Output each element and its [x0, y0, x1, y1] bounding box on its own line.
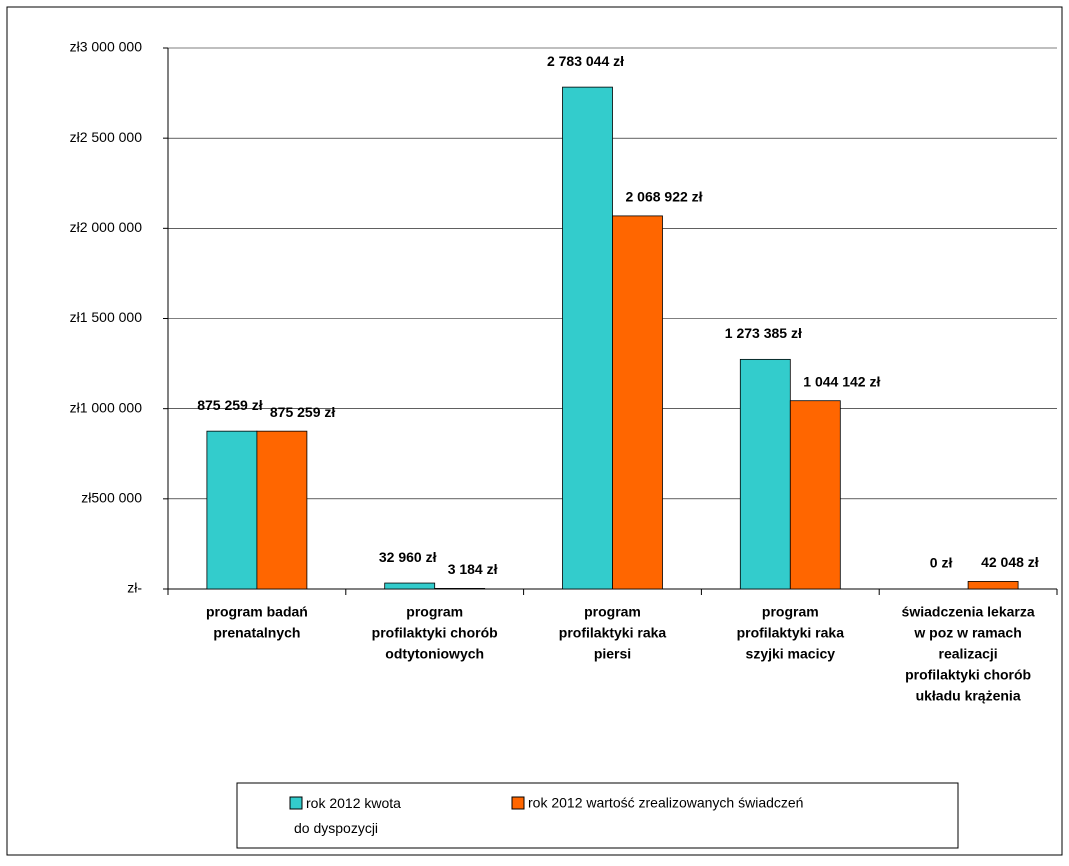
value-label: 2 068 922 zł: [626, 189, 703, 205]
value-label: 875 259 zł: [197, 397, 262, 413]
x-tick-label: odtytoniowych: [385, 646, 484, 662]
y-tick-label: zł-: [127, 580, 142, 596]
x-tick-label: w poz w ramach: [913, 625, 1021, 641]
bar: [967, 581, 1019, 590]
bar: [789, 400, 841, 590]
bar: [739, 358, 791, 590]
y-tick-label: zł2 000 000: [70, 219, 143, 235]
bar: [384, 582, 436, 590]
x-tick-label: realizacji: [939, 646, 998, 662]
legend-swatch: [511, 796, 525, 810]
x-tick-label: piersi: [594, 646, 631, 662]
legend-label: rok 2012 wartość zrealizowanych świadcze…: [528, 795, 803, 811]
y-tick-label: zł1 500 000: [70, 309, 143, 325]
value-label: 875 259 zł: [270, 404, 335, 420]
value-label: 42 048 zł: [981, 554, 1039, 570]
y-tick-label: zł1 000 000: [70, 399, 143, 415]
x-tick-label: prenatalnych: [213, 625, 300, 641]
value-label: 2 783 044 zł: [547, 53, 624, 69]
x-tick-label: profilaktyki chorób: [372, 625, 498, 641]
value-label: 0 zł: [930, 555, 953, 571]
x-tick-label: profilaktyki raka: [737, 625, 845, 641]
bar: [562, 86, 613, 590]
y-tick-label: zł2 500 000: [70, 129, 143, 145]
y-tick-label: zł3 000 000: [70, 39, 143, 55]
legend-box: [236, 782, 959, 849]
bar: [434, 588, 486, 590]
value-label: 32 960 zł: [379, 549, 437, 565]
bar: [612, 215, 663, 590]
legend-label: rok 2012 kwota do dyspozycji: [294, 795, 401, 836]
x-tick-label: program badań: [206, 604, 308, 620]
value-label: 1 044 142 zł: [803, 373, 880, 389]
legend-swatch: [289, 796, 303, 810]
x-tick-label: świadczenia lekarza: [902, 604, 1035, 620]
x-tick-label: profilaktyki raka: [559, 625, 667, 641]
bar: [256, 430, 308, 590]
y-tick-label: zł500 000: [81, 490, 142, 506]
value-label: 3 184 zł: [448, 561, 498, 577]
x-tick-label: program: [406, 604, 463, 620]
bar: [206, 430, 258, 590]
value-label: 1 273 385 zł: [725, 325, 802, 341]
x-tick-label: program: [762, 604, 819, 620]
x-tick-label: program: [584, 604, 641, 620]
x-tick-label: profilaktyki chorób: [905, 667, 1031, 683]
chart-border: [6, 6, 1063, 856]
x-tick-label: układu krążenia: [916, 688, 1021, 704]
x-tick-label: szyjki macicy: [746, 646, 836, 662]
